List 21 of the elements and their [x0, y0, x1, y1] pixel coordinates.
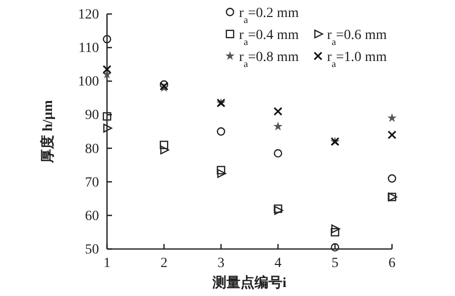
x-tick-label: 5 — [332, 256, 338, 271]
legend-label: r$_{a}$=1.0 mm — [327, 50, 387, 70]
x-axis-title: 测量点编号i — [212, 274, 287, 291]
y-tick-label: 100 — [78, 74, 99, 90]
x-tick-label: 1 — [104, 256, 110, 271]
x-tick-label: 2 — [160, 256, 168, 271]
y-tick-label: 60 — [85, 208, 99, 224]
y-tick-label: 80 — [85, 142, 99, 157]
legend-label: r$_{a}$=0.6 mm — [327, 28, 387, 48]
legend-label: r$_{a}$=0.8 mm — [239, 50, 299, 70]
legend-label: r$_{a}$=0.4 mm — [239, 28, 299, 48]
y-tick-label: 120 — [78, 7, 99, 22]
x-tick-label: 4 — [274, 256, 282, 271]
y-tick-label: 90 — [85, 108, 99, 124]
legend-label: r$_{a}$=0.2 mm — [239, 6, 299, 26]
y-tick-label: 70 — [85, 175, 99, 190]
y-axis-title: 厚度 h/μm — [39, 100, 56, 164]
x-tick-label: 6 — [388, 256, 396, 271]
x-tick-label: 3 — [218, 256, 224, 271]
y-tick-label: 110 — [78, 41, 99, 56]
y-tick-label: 50 — [85, 242, 99, 258]
